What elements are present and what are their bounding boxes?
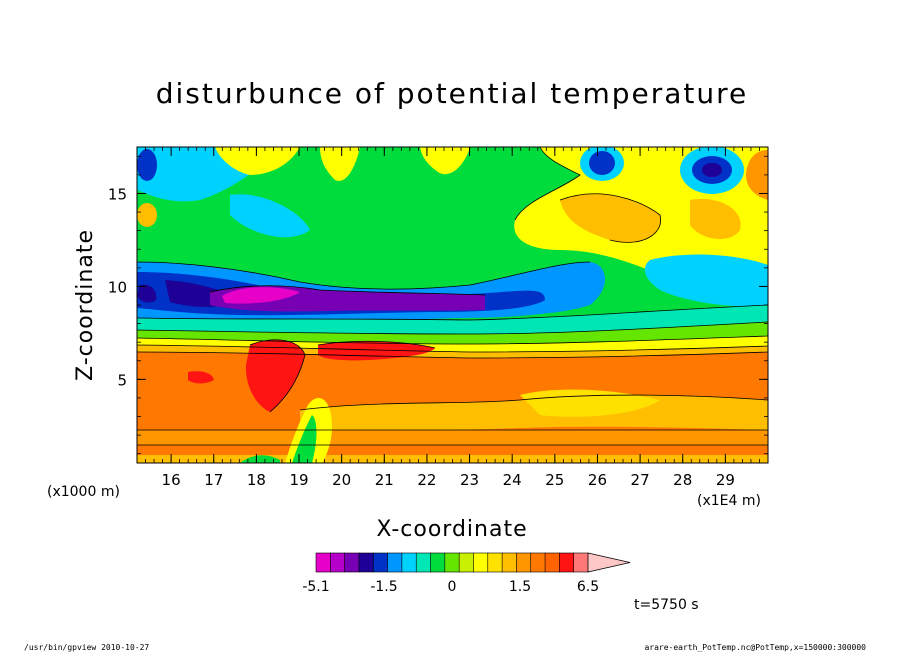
colorbar-segment xyxy=(372,552,389,573)
footer-left: /usr/bin/gpview 2010-10-27 xyxy=(24,643,149,652)
contour-region xyxy=(222,287,300,304)
contour-region xyxy=(137,284,157,303)
x-tick-label: 18 xyxy=(247,471,266,489)
colorbar-tick-label: 1.5 xyxy=(509,579,531,595)
colorbar-segment xyxy=(358,552,374,573)
contour-line xyxy=(137,335,768,345)
x-tick-label: 17 xyxy=(204,471,223,489)
colorbar-segment xyxy=(444,552,460,573)
contour-region xyxy=(520,389,660,417)
contour-line xyxy=(137,344,768,353)
x-tick-label: 28 xyxy=(673,471,692,489)
y-axis-label: Z-coordinate xyxy=(73,229,98,381)
contour-region xyxy=(137,322,768,344)
time-label: t=5750 s xyxy=(634,597,699,613)
colorbar-segment xyxy=(315,552,331,573)
contour-field xyxy=(137,147,768,463)
x-tick-label: 20 xyxy=(332,471,351,489)
colorbar-segment xyxy=(415,552,432,573)
colorbar-segment xyxy=(530,552,546,573)
contour-line xyxy=(137,321,768,335)
contour-line xyxy=(137,304,768,321)
contour-line xyxy=(317,340,436,349)
contour-region xyxy=(702,163,722,177)
colorbar-segment xyxy=(516,552,532,573)
contour-region xyxy=(644,254,768,307)
contour-line xyxy=(137,261,591,290)
x-tick-label: 25 xyxy=(545,471,564,489)
colorbar-segment xyxy=(387,552,403,573)
axes: 16 17 18 19 20 21 22 23 24 25 26 27 28 29 5 10 15 xyxy=(108,147,769,489)
x-tick-label: 22 xyxy=(417,471,436,489)
contour-region xyxy=(137,430,768,445)
contour-region xyxy=(245,339,305,412)
contour-line xyxy=(299,394,768,411)
y-tick-label: 5 xyxy=(117,371,127,389)
contour-region xyxy=(320,147,360,181)
colorbar: -5.1 -1.5 0 1.5 6.5 xyxy=(302,552,631,595)
contour-line xyxy=(209,285,486,296)
colorbar-segment xyxy=(559,552,575,573)
contour-region xyxy=(230,194,310,238)
x-axis-label: X-coordinate xyxy=(376,517,527,542)
colorbar-extension xyxy=(587,552,631,573)
contour-region xyxy=(560,193,661,243)
x-tick-label: 27 xyxy=(631,471,650,489)
colorbar-segment xyxy=(487,552,503,573)
plot-area xyxy=(137,147,768,463)
contour-region xyxy=(292,415,317,463)
contour-region xyxy=(137,149,157,181)
x-units-right: (x1E4 m) xyxy=(697,493,761,509)
contour-region xyxy=(690,199,741,240)
contour-region xyxy=(420,147,470,175)
colorbar-segment xyxy=(330,552,346,573)
contour-region xyxy=(746,150,768,200)
x-tick-label: 23 xyxy=(460,471,479,489)
x-tick-label: 21 xyxy=(375,471,394,489)
contour-region xyxy=(240,455,280,463)
x-tick-label: 24 xyxy=(503,471,522,489)
contour-line xyxy=(137,351,768,359)
x-tick-label: 19 xyxy=(289,471,308,489)
colorbar-segment xyxy=(573,552,589,573)
y-tick-label: 10 xyxy=(108,278,127,296)
colorbar-segment xyxy=(544,552,560,573)
contour-region xyxy=(137,305,768,334)
colorbar-segment xyxy=(344,552,360,573)
chart-title: disturbunce of potential temperature xyxy=(156,77,749,110)
x-tick-label: 29 xyxy=(716,471,735,489)
colorbar-segment xyxy=(458,552,475,573)
contour-region xyxy=(589,151,615,175)
contour-region xyxy=(137,203,157,227)
contour-line xyxy=(559,193,661,243)
contour-region xyxy=(137,445,768,455)
colorbar-tick-label: 0 xyxy=(448,579,457,595)
colorbar-segment xyxy=(473,552,489,573)
y-tick-label: 15 xyxy=(108,185,127,203)
colorbar-tick-label: -1.5 xyxy=(370,579,397,595)
colorbar-segment xyxy=(430,552,446,573)
contour-line xyxy=(514,147,581,221)
colorbar-segment xyxy=(501,552,518,573)
x-tick-label: 16 xyxy=(162,471,181,489)
x-units-left: (x1000 m) xyxy=(47,484,120,500)
contour-region xyxy=(188,371,214,384)
footer-right: arare-earth_PotTemp.nc@PotTemp,x=150000:… xyxy=(644,643,866,652)
contour-lines xyxy=(137,147,768,446)
colorbar-segment xyxy=(401,552,417,573)
x-tick-label: 26 xyxy=(588,471,607,489)
contour-region xyxy=(215,147,300,175)
colorbar-tick-label: 6.5 xyxy=(577,579,599,595)
contour-line xyxy=(249,339,306,413)
colorbar-tick-label: -5.1 xyxy=(302,579,329,595)
